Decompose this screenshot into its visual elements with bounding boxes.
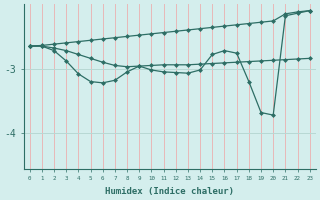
X-axis label: Humidex (Indice chaleur): Humidex (Indice chaleur) xyxy=(105,187,234,196)
